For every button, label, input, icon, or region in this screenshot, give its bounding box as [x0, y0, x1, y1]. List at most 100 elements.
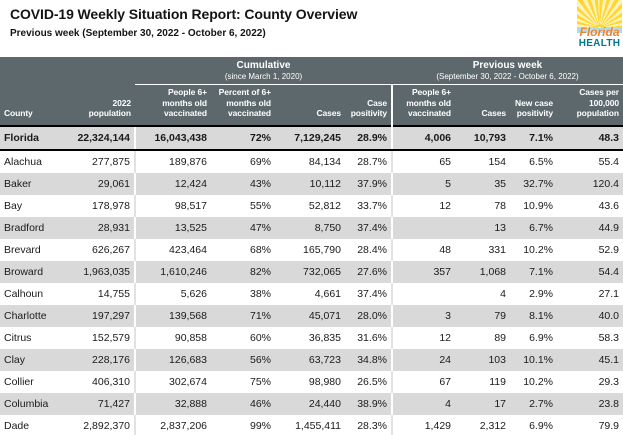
- cumulative-positivity-cell: 37.4%: [357, 221, 387, 234]
- week-cases-cell: 78: [494, 199, 506, 212]
- wave-band: [577, 28, 622, 33]
- group-header-cumulative: Cumulative (since March 1, 2020): [135, 57, 392, 85]
- group-header-previous-week: Previous week (September 30, 2022 - Octo…: [392, 57, 623, 85]
- week-vaccinated-cell: 4,006: [391, 124, 455, 151]
- week-cases-cell: 4: [500, 287, 506, 300]
- page-title: COVID-19 Weekly Situation Report: County…: [10, 6, 358, 22]
- week-positivity-cell: 8.1%: [529, 309, 553, 322]
- cumulative-positivity-cell: 28.7%: [357, 155, 387, 168]
- table-body: Florida 22,324,144 16,043,438 72% 7,129,…: [0, 124, 623, 435]
- population-cell: 1,963,035: [83, 265, 130, 278]
- population-cell: 277,875: [92, 155, 130, 168]
- week-cases-cell: 35: [494, 177, 506, 190]
- cumulative-positivity-cell: 28.4%: [357, 243, 387, 256]
- table-row: Columbia 71,427 32,888 46% 24,440 38.9% …: [0, 392, 623, 415]
- cumulative-percent-cell: 72%: [211, 124, 275, 151]
- col-cumulative-percent: Percent of 6+ months old vaccinated: [211, 84, 275, 126]
- cumulative-percent-cell: 75%: [249, 375, 271, 388]
- florida-health-logo: Florida HEALTH: [577, 0, 622, 53]
- cumulative-percent-cell: 99%: [249, 419, 271, 432]
- col-week-positivity: New case positivity: [510, 84, 557, 126]
- col-cumulative-cases: Cases: [275, 84, 345, 126]
- week-positivity-cell: 2.9%: [529, 287, 553, 300]
- cumulative-cases-cell: 45,071: [308, 309, 341, 322]
- week-positivity-cell: 7.1%: [529, 265, 553, 278]
- col-county: County: [0, 84, 65, 126]
- county-cell: Dade: [4, 419, 30, 432]
- col-population: 2022 population: [65, 84, 135, 126]
- cumulative-group-sublabel: (since March 1, 2020): [224, 72, 303, 81]
- county-cell: Baker: [4, 177, 32, 190]
- cumulative-cases-cell: 165,790: [303, 243, 341, 256]
- cumulative-percent-cell: 47%: [249, 221, 271, 234]
- sun-icon: [577, 0, 622, 28]
- week-vaccinated-cell: 3: [391, 304, 455, 327]
- week-positivity-cell: 10.9%: [523, 199, 553, 212]
- week-cases-per-100k-cell: 48.3: [557, 124, 623, 151]
- population-cell: 28,931: [97, 221, 130, 234]
- cumulative-positivity-cell: 31.6%: [357, 331, 387, 344]
- week-cases-cell: 119: [489, 375, 506, 388]
- county-cell: Broward: [4, 265, 44, 278]
- cumulative-percent-cell: 60%: [249, 331, 271, 344]
- week-cases-per-100k-cell: 23.8: [598, 397, 619, 410]
- county-cell: Alachua: [4, 155, 42, 168]
- week-vaccinated-cell: [391, 216, 455, 239]
- week-positivity-cell: 6.7%: [529, 221, 553, 234]
- cumulative-vaccinated-cell: 2,837,206: [134, 414, 211, 435]
- population-cell: 178,978: [92, 199, 130, 212]
- cumulative-vaccinated-cell: 12,424: [134, 172, 211, 195]
- cumulative-percent-cell: 69%: [249, 155, 271, 168]
- cumulative-positivity-cell: 37.4%: [357, 287, 387, 300]
- previous-week-group-label: Previous week: [472, 60, 543, 71]
- table-row: Bay 178,978 98,517 55% 52,812 33.7% 12 7…: [0, 194, 623, 217]
- cumulative-vaccinated-cell: 189,876: [134, 149, 211, 173]
- county-cell: Clay: [4, 353, 26, 366]
- table-row: Dade 2,892,370 2,837,206 99% 1,455,411 2…: [0, 414, 623, 435]
- cumulative-positivity-cell: 28.0%: [357, 309, 387, 322]
- cumulative-positivity-cell: 28.3%: [357, 419, 387, 432]
- cumulative-cases-cell: 10,112: [309, 177, 341, 190]
- cumulative-positivity-cell: 34.8%: [357, 353, 387, 366]
- cumulative-vaccinated-cell: 16,043,438: [134, 124, 211, 151]
- week-cases-cell: 10,793: [455, 124, 510, 151]
- week-positivity-cell: 10.2%: [523, 375, 553, 388]
- cumulative-cases-cell: 7,129,245: [275, 124, 345, 151]
- week-cases-per-100k-cell: 40.0: [598, 309, 619, 322]
- week-vaccinated-cell: 24: [391, 348, 455, 371]
- cumulative-positivity-cell: 38.9%: [357, 397, 387, 410]
- county-cell: Florida: [0, 124, 65, 151]
- cumulative-percent-cell: 56%: [249, 353, 271, 366]
- cumulative-vaccinated-cell: 139,568: [134, 304, 211, 327]
- week-cases-per-100k-cell: 79.9: [598, 419, 619, 432]
- col-cumulative-vaccinated: People 6+ months old vaccinated: [135, 84, 211, 126]
- col-week-cases-per-100k: Cases per 100,000 population: [557, 84, 623, 126]
- table-header: Cumulative (since March 1, 2020) Previou…: [0, 57, 623, 126]
- week-vaccinated-cell: 1,429: [391, 414, 455, 435]
- column-header-row: County 2022 population People 6+ months …: [0, 84, 623, 126]
- week-cases-cell: 103: [488, 353, 506, 366]
- cumulative-percent-cell: 68%: [249, 243, 271, 256]
- cumulative-cases-cell: 8,750: [314, 221, 341, 234]
- col-week-vaccinated: People 6+ months old vaccinated: [391, 84, 455, 126]
- week-vaccinated-cell: 12: [391, 326, 455, 349]
- week-cases-cell: 89: [494, 331, 506, 344]
- cumulative-vaccinated-cell: 13,525: [134, 216, 211, 239]
- week-vaccinated-cell: 67: [391, 370, 455, 393]
- cumulative-cases-cell: 52,812: [308, 199, 341, 212]
- week-vaccinated-cell: 65: [391, 149, 455, 173]
- week-positivity-cell: 6.9%: [529, 419, 553, 432]
- week-vaccinated-cell: [391, 282, 455, 305]
- week-cases-per-100k-cell: 120.4: [592, 177, 619, 190]
- logo-health-text: HEALTH: [578, 38, 621, 49]
- table-row: Baker 29,061 12,424 43% 10,112 37.9% 5 3…: [0, 172, 623, 195]
- cumulative-vaccinated-cell: 98,517: [134, 194, 211, 217]
- cumulative-cases-cell: 63,723: [308, 353, 341, 366]
- logo-florida-text: Florida: [579, 25, 620, 39]
- cumulative-percent-cell: 46%: [249, 397, 271, 410]
- cumulative-cases-cell: 84,134: [308, 155, 341, 168]
- county-cell: Citrus: [4, 331, 32, 344]
- cumulative-vaccinated-cell: 90,858: [134, 326, 211, 349]
- week-positivity-cell: 6.5%: [529, 155, 553, 168]
- week-cases-cell: 154: [488, 155, 506, 168]
